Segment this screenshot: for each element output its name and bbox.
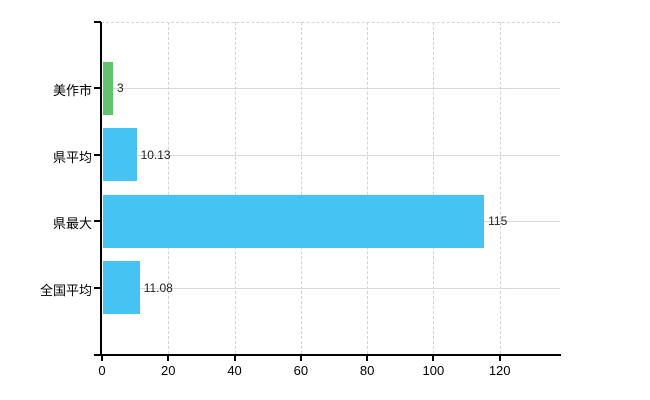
- gridline-vertical: [300, 22, 302, 354]
- bar-美作市: [103, 61, 113, 115]
- bar-県最大: [103, 194, 485, 248]
- x-tick-label: 20: [161, 363, 176, 378]
- x-axis: [94, 354, 561, 356]
- gridline-vertical: [168, 22, 170, 354]
- y-axis: [100, 22, 102, 354]
- x-tick-label: 60: [293, 363, 309, 378]
- gridline-vertical: [499, 22, 501, 354]
- x-axis-tick: [299, 354, 302, 361]
- gridline-horizontal: [103, 88, 560, 90]
- gridline-vertical: [234, 22, 236, 354]
- plot-area: [101, 22, 560, 354]
- bar-value-label: 3: [116, 81, 124, 96]
- x-tick-label: 0: [98, 363, 106, 378]
- bar-value-label: 115: [488, 214, 508, 229]
- category-label: 全国平均: [39, 282, 92, 298]
- x-tick-label: 80: [359, 363, 375, 378]
- bar-value-label: 10.13: [140, 147, 171, 162]
- y-axis-tick: [94, 220, 101, 223]
- category-label: 県平均: [52, 149, 92, 165]
- x-axis-tick: [167, 354, 170, 361]
- x-tick-label: 40: [227, 363, 242, 378]
- x-axis-tick: [498, 354, 501, 361]
- category-label: 県最大: [52, 216, 92, 232]
- x-axis-tick: [101, 354, 103, 361]
- x-tick-label: 120: [488, 363, 511, 378]
- y-axis-tick: [94, 87, 101, 90]
- category-label: 美作市: [52, 83, 92, 99]
- gridline-horizontal: [103, 287, 560, 289]
- bar-value-label: 11.08: [143, 280, 173, 295]
- gridline-horizontal: [103, 154, 560, 156]
- y-axis-tick: [94, 153, 101, 156]
- gridline-vertical: [433, 22, 435, 354]
- x-axis-tick: [233, 354, 236, 361]
- x-axis-tick: [432, 354, 435, 361]
- x-axis-tick: [366, 354, 369, 361]
- bar-県平均: [103, 128, 137, 182]
- bar-全国平均: [103, 261, 140, 315]
- x-tick-label: 100: [422, 363, 445, 378]
- y-axis-tick: [94, 21, 101, 23]
- gridline-vertical: [367, 22, 369, 354]
- y-axis-tick: [94, 286, 101, 289]
